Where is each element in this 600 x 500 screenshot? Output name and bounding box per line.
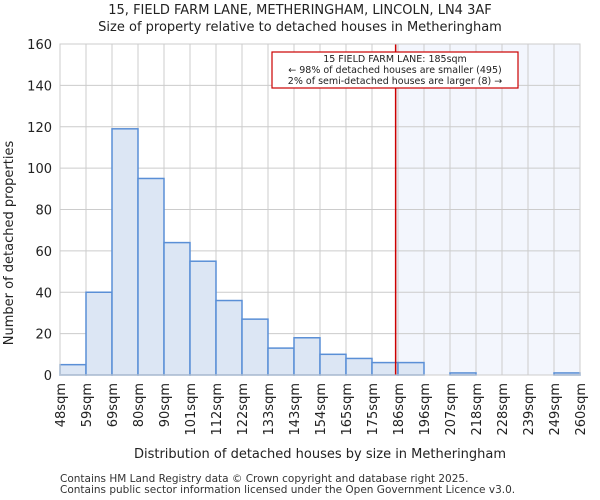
chart-subtitle: Size of property relative to detached ho…: [98, 20, 502, 35]
bar: [345, 357, 373, 376]
annotation-line: 2% of semi-detached houses are larger (8…: [288, 76, 502, 87]
x-tick-label: 101sqm: [184, 383, 199, 436]
plot-frame: [59, 43, 581, 376]
annotation-line: ← 98% of detached houses are smaller (49…: [288, 65, 501, 76]
footer-line-1: Contains HM Land Registry data © Crown c…: [60, 473, 469, 485]
bar: [397, 361, 425, 376]
y-tick-label: 80: [35, 204, 52, 219]
x-tick-label: 80sqm: [132, 383, 147, 427]
y-tick-label: 0: [44, 369, 52, 384]
x-tick-label: 112sqm: [210, 383, 225, 436]
y-tick-label: 140: [27, 79, 52, 94]
x-tick-label: 143sqm: [288, 383, 303, 436]
x-tick-label: 133sqm: [262, 383, 277, 436]
x-tick-label: 186sqm: [392, 383, 407, 436]
bar: [85, 291, 113, 376]
bar: [137, 177, 165, 376]
x-tick-label: 175sqm: [366, 383, 381, 436]
annotation-line: 15 FIELD FARM LANE: 185sqm: [323, 54, 467, 65]
x-tick-label: 90sqm: [158, 383, 173, 427]
bar: [189, 260, 217, 376]
y-tick-label: 40: [35, 286, 52, 301]
x-tick-label: 260sqm: [574, 383, 589, 436]
x-tick-label: 196sqm: [418, 383, 433, 436]
x-tick-label: 239sqm: [522, 383, 537, 436]
x-tick-label: 154sqm: [314, 383, 329, 436]
bar: [59, 363, 87, 376]
annotation-box: [271, 51, 519, 89]
bar: [371, 361, 399, 376]
x-tick-label: 228sqm: [496, 383, 511, 436]
bar: [293, 337, 321, 376]
bar: [241, 318, 269, 376]
y-tick-label: 20: [35, 328, 52, 343]
chart-title: 15, FIELD FARM LANE, METHERINGHAM, LINCO…: [108, 3, 492, 18]
y-tick-label: 60: [35, 245, 52, 260]
x-tick-label: 59sqm: [80, 383, 95, 427]
footer-line-2: Contains public sector information licen…: [60, 484, 516, 496]
x-tick-label: 69sqm: [106, 383, 121, 427]
bar: [163, 241, 191, 376]
y-tick-label: 120: [27, 121, 52, 136]
y-tick-label: 160: [27, 38, 52, 53]
x-tick-label: 218sqm: [470, 383, 485, 436]
y-tick-label: 100: [27, 162, 52, 177]
y-axis-label: Number of detached properties: [2, 141, 17, 346]
bar: [319, 353, 347, 376]
x-tick-label: 48sqm: [54, 383, 69, 427]
x-axis-label: Distribution of detached houses by size …: [134, 447, 506, 462]
x-tick-label: 122sqm: [236, 383, 251, 436]
x-tick-label: 207sqm: [444, 383, 459, 436]
x-tick-label: 165sqm: [340, 383, 355, 436]
bar: [267, 347, 295, 376]
bar: [111, 128, 139, 376]
x-tick-label: 249sqm: [548, 383, 563, 436]
bar: [215, 299, 243, 376]
